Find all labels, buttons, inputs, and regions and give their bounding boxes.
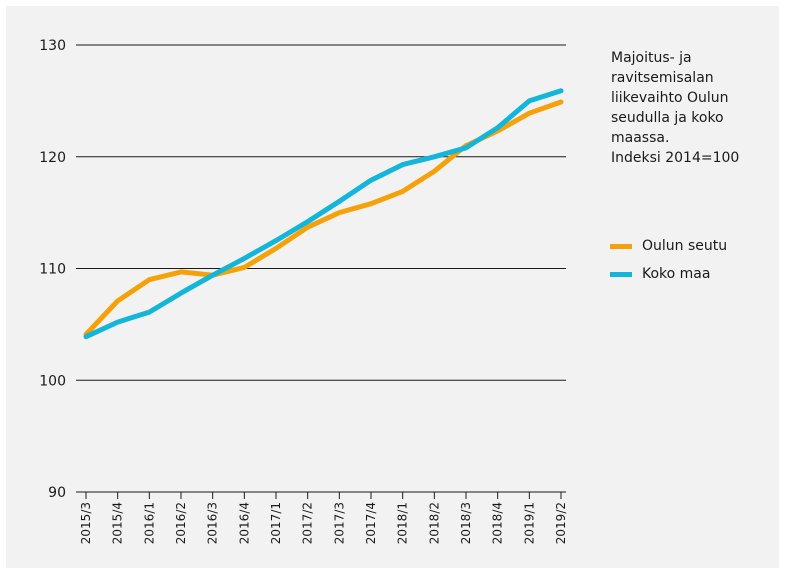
x-tick-label: 2019/1	[522, 502, 536, 544]
x-axis: 2015/3 2015/4 2016/1 2016/2 2016/3 2016/4 2017…	[79, 492, 568, 544]
legend-label-koko-maa: Koko maa	[642, 266, 711, 282]
x-tick-label: 2016/1	[142, 502, 156, 544]
y-axis-ticks: 90 100 110 120 130	[39, 38, 66, 501]
x-tick-label: 2017/1	[269, 502, 283, 544]
legend-swatch-oulun-seutu	[610, 243, 632, 249]
x-tick-label: 2018/3	[459, 502, 473, 544]
x-tick-label: 2019/2	[554, 502, 568, 544]
legend-label-oulun-seutu: Oulun seutu	[642, 238, 728, 254]
x-tick-label: 2015/3	[79, 502, 93, 544]
legend-item-oulun-seutu: Oulun seutu	[610, 238, 727, 254]
y-tick-label: 100	[39, 373, 66, 389]
chart-title: Majoitus- ja ravitsemisalan liikevaihto …	[611, 50, 740, 166]
x-tick-label: 2017/2	[301, 502, 315, 544]
chart-panel: 90 100 110 120 130 2015/3 2015/4 2016/1 2016/2 2…	[6, 6, 779, 568]
y-tick-label: 120	[39, 150, 66, 166]
y-tick-label: 110	[39, 262, 66, 278]
gridlines	[76, 44, 566, 493]
x-tick-label: 2018/4	[491, 502, 505, 544]
series-line-oulun-seutu	[83, 99, 564, 337]
x-tick-label: 2017/3	[332, 502, 346, 544]
x-tick-label: 2018/2	[427, 502, 441, 544]
x-tick-label: 2016/4	[237, 502, 251, 544]
series-lines	[83, 88, 564, 340]
legend-item-koko-maa: Koko maa	[610, 266, 710, 282]
x-tick-label: 2016/3	[206, 502, 220, 544]
legend-swatch-koko-maa	[610, 271, 632, 277]
x-tick-label: 2015/4	[111, 502, 125, 544]
x-tick-label: 2018/1	[396, 502, 410, 544]
series-line-koko-maa	[83, 88, 564, 340]
y-tick-label: 90	[48, 485, 66, 501]
y-tick-label: 130	[39, 38, 66, 54]
x-tick-label: 2016/2	[174, 502, 188, 544]
x-tick-label: 2017/4	[364, 502, 378, 544]
